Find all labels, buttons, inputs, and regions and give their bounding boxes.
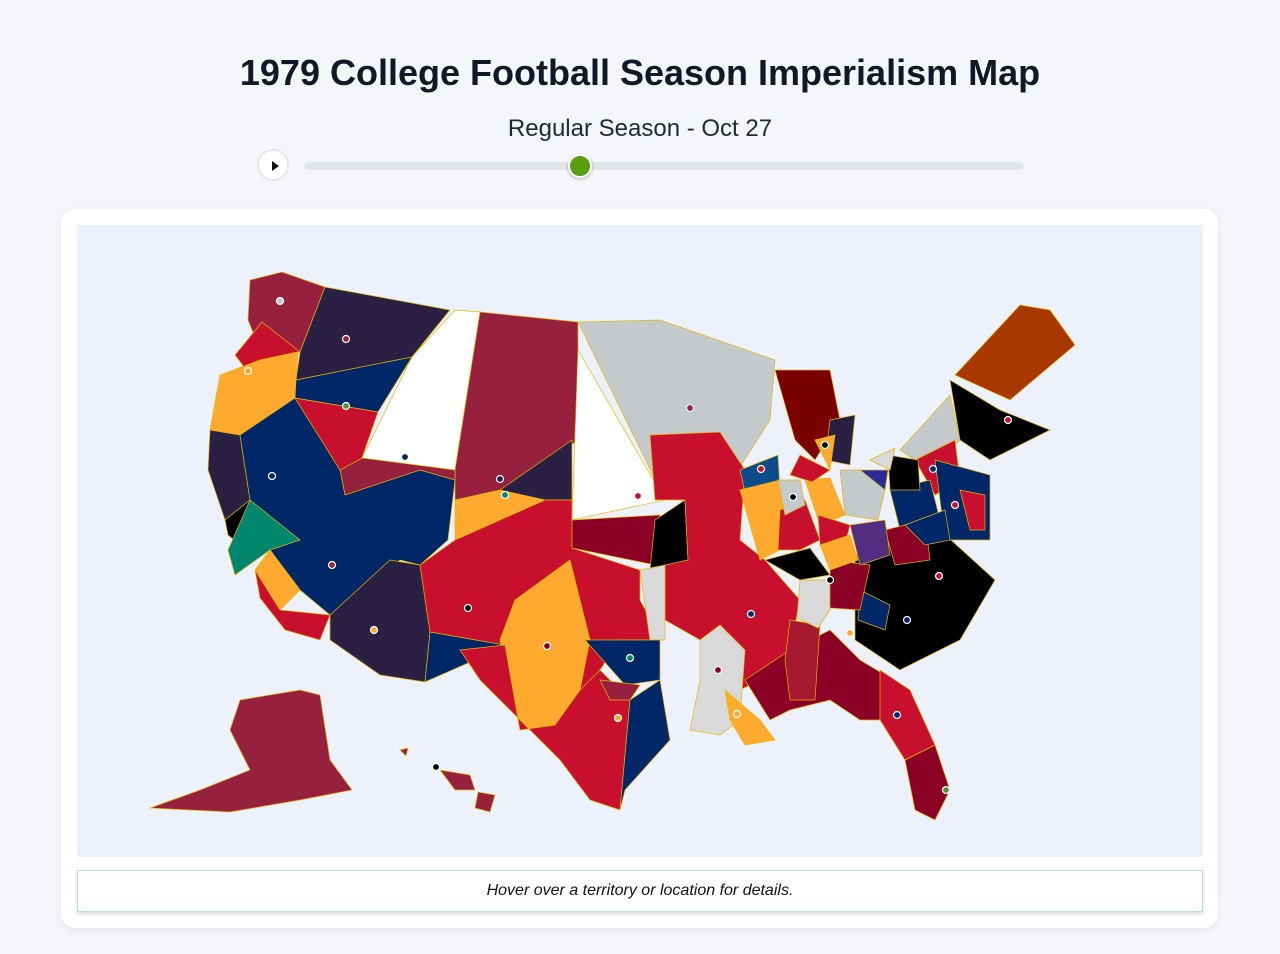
territory[interactable] [829, 559, 871, 611]
territory[interactable] [819, 534, 859, 571]
location-dot[interactable] [788, 492, 798, 502]
play-button[interactable] [257, 149, 289, 181]
location-dot[interactable] [500, 490, 510, 500]
location-dot[interactable] [746, 609, 756, 619]
territory[interactable] [399, 747, 409, 757]
territory[interactable] [784, 619, 821, 701]
location-dot[interactable] [845, 628, 855, 638]
location-dot[interactable] [902, 615, 912, 625]
territory[interactable] [294, 397, 379, 471]
location-dot[interactable] [542, 641, 552, 651]
info-box: Hover over a territory or location for d… [77, 870, 1203, 912]
location-dot[interactable] [243, 366, 253, 376]
territory[interactable] [639, 564, 666, 641]
location-dot[interactable] [756, 464, 766, 474]
territory[interactable] [839, 469, 886, 521]
territory[interactable] [904, 744, 951, 821]
territory[interactable] [804, 477, 846, 526]
territory[interactable] [959, 489, 986, 531]
territory[interactable] [724, 689, 776, 746]
territory[interactable] [949, 379, 1051, 461]
location-dot[interactable] [400, 452, 410, 462]
location-dot[interactable] [431, 762, 441, 772]
location-dot[interactable] [495, 474, 505, 484]
territory[interactable] [571, 348, 666, 521]
territory[interactable] [789, 454, 831, 483]
location-dot[interactable] [820, 440, 830, 450]
territory[interactable] [474, 791, 496, 813]
territory[interactable] [764, 547, 831, 581]
location-dot[interactable] [941, 785, 951, 795]
location-dot[interactable] [625, 653, 635, 663]
territory[interactable] [814, 434, 836, 472]
territory[interactable] [227, 499, 301, 576]
map [77, 225, 1203, 857]
territory[interactable] [849, 519, 891, 566]
date-label: Regular Season - Oct 27 [507, 115, 773, 142]
locations[interactable] [243, 296, 1013, 795]
location-dot[interactable] [275, 296, 285, 306]
map-card: Hover over a territory or location for d… [61, 209, 1218, 928]
territory[interactable] [796, 579, 831, 629]
territory[interactable] [439, 769, 476, 791]
territory[interactable] [887, 454, 921, 491]
location-dot[interactable] [928, 464, 938, 474]
page-title: 1979 College Football Season Imperialism… [239, 52, 1041, 93]
location-dot[interactable] [613, 713, 623, 723]
territory[interactable] [954, 304, 1076, 401]
location-dot[interactable] [934, 571, 944, 581]
location-dot[interactable] [341, 334, 351, 344]
territory[interactable] [254, 569, 331, 641]
location-dot[interactable] [950, 500, 960, 510]
location-dot[interactable] [825, 575, 835, 585]
location-dot[interactable] [892, 710, 902, 720]
location-dot[interactable] [633, 491, 643, 501]
location-dot[interactable] [327, 560, 337, 570]
location-dot[interactable] [732, 709, 742, 719]
territories[interactable] [149, 271, 1076, 821]
location-dot[interactable] [685, 403, 695, 413]
slider-thumb[interactable] [568, 154, 592, 178]
location-dot[interactable] [463, 603, 473, 613]
location-dot[interactable] [369, 625, 379, 635]
location-dot[interactable] [713, 665, 723, 675]
location-dot[interactable] [1003, 415, 1013, 425]
territory[interactable] [149, 689, 353, 813]
territory[interactable] [904, 509, 951, 546]
location-dot[interactable] [341, 401, 351, 411]
territory[interactable] [619, 679, 671, 811]
territory[interactable] [869, 447, 896, 471]
location-dot[interactable] [267, 471, 277, 481]
timeline-slider[interactable] [304, 162, 1024, 170]
